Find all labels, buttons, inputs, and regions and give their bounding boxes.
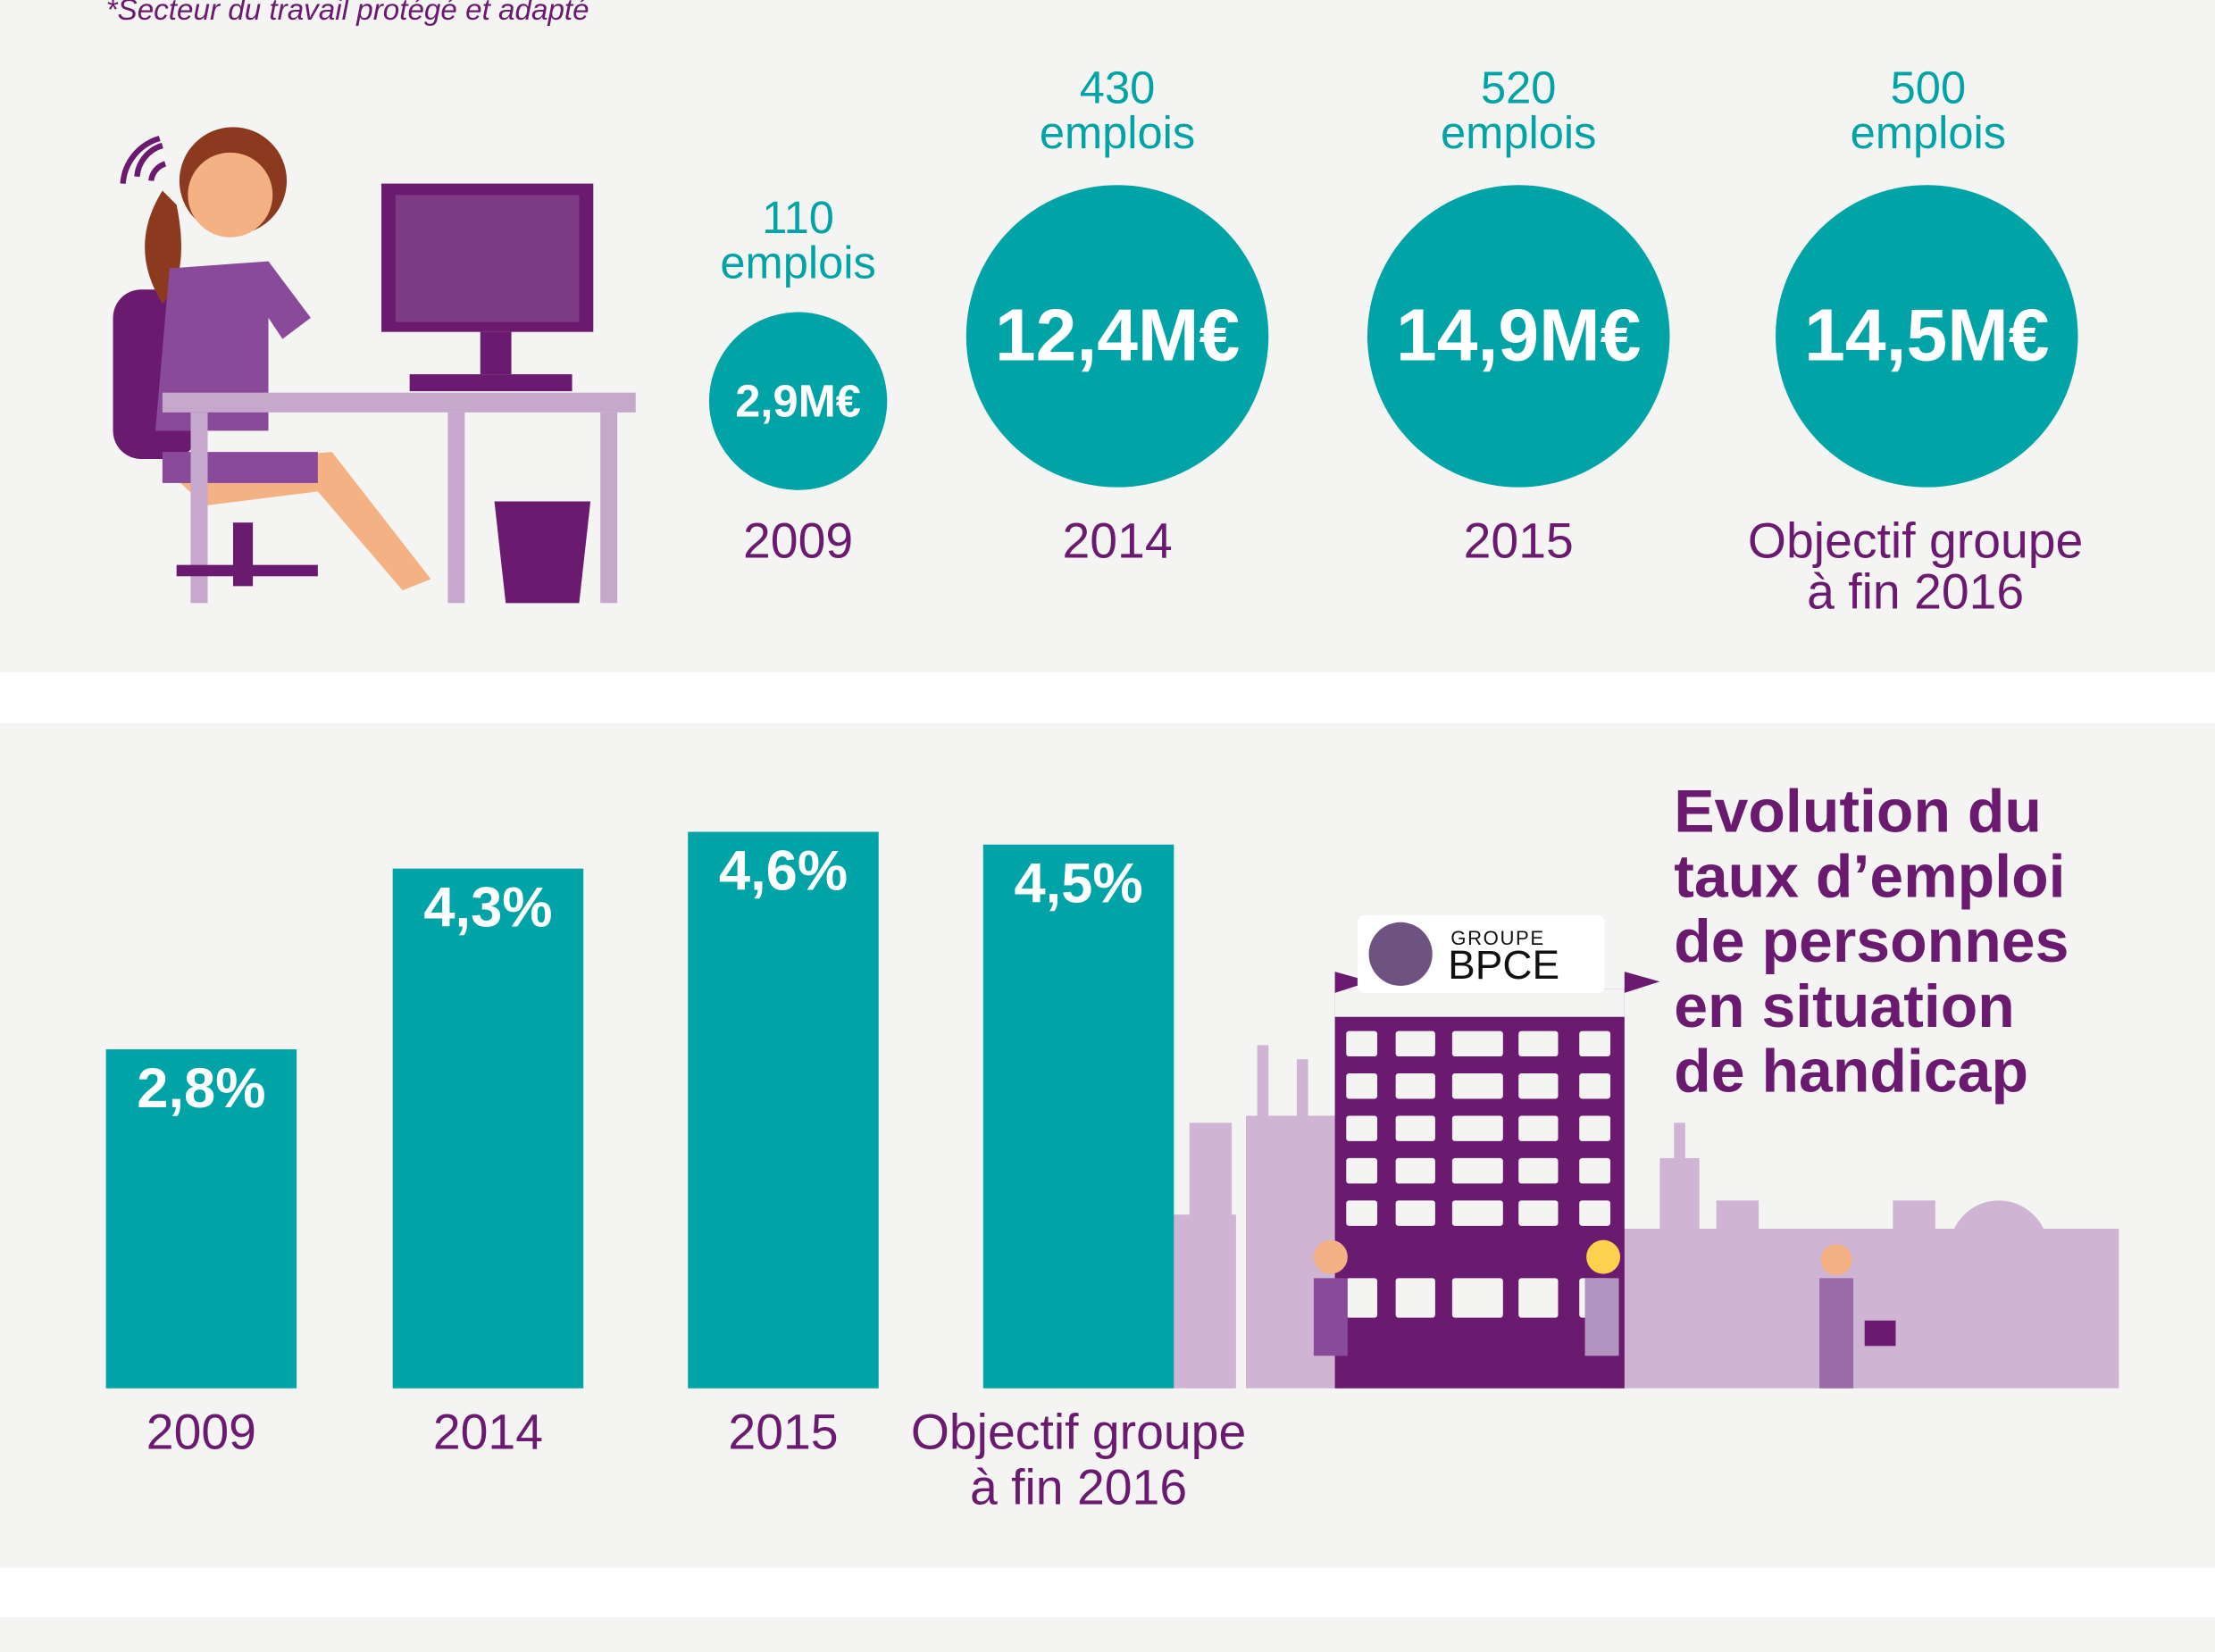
bpce-logo-mark-icon xyxy=(1368,922,1433,986)
bar-1 xyxy=(392,868,584,1389)
year-label: 2009 xyxy=(743,513,854,570)
year-label: 2014 xyxy=(1062,513,1173,570)
title-line: de handicap xyxy=(1674,1038,2029,1106)
year-label: 2015 xyxy=(1463,513,1574,570)
bar-value-label: 4,3% xyxy=(423,876,553,939)
year-label-line2: à fin 2016 xyxy=(1807,564,2025,621)
footnote: *Secteur du travail protégé et adapté xyxy=(105,0,589,28)
jobs-unit: emplois xyxy=(1850,107,2007,159)
bar-value-label: 2,8% xyxy=(137,1057,266,1121)
jobs-count: 110 xyxy=(762,192,834,244)
jobs-count: 520 xyxy=(1480,62,1557,113)
jobs-unit: emplois xyxy=(1441,107,1597,159)
jobs-count: 430 xyxy=(1079,62,1156,113)
x-tick-label: 2015 xyxy=(728,1405,839,1461)
bpce-building xyxy=(1334,972,1660,1389)
x-tick-label: 2009 xyxy=(146,1405,256,1461)
jobs-unit: emplois xyxy=(720,237,876,288)
bar-3 xyxy=(982,844,1174,1389)
jobs-unit: emplois xyxy=(1039,107,1196,159)
title-line: taux d’emploi xyxy=(1674,843,2066,912)
bar-2 xyxy=(688,831,879,1389)
title-line: en situation xyxy=(1674,972,2015,1041)
logo-line2: BPCE xyxy=(1448,943,1560,989)
groupe-bpce-logo: GROUPE BPCE xyxy=(1357,914,1605,993)
logo-line1: GROUPE xyxy=(1450,926,1545,949)
next-panel xyxy=(0,1616,2215,1652)
amount-circle: 2,9M€ xyxy=(708,312,888,490)
bar-value-label: 4,5% xyxy=(1014,852,1143,915)
bar-0 xyxy=(105,1049,297,1389)
title-line: Evolution du xyxy=(1674,778,2042,847)
chart-title: Evolution du taux d’emploi de personnes … xyxy=(1674,780,2211,1105)
amount-circle: 14,5M€ xyxy=(1776,185,2078,488)
people-figures xyxy=(1313,1239,1896,1389)
amount-circle: 14,9M€ xyxy=(1367,185,1670,488)
jobs-count: 500 xyxy=(1890,62,1967,113)
x-tick-label: à fin 2016 xyxy=(969,1460,1188,1516)
amount-circle: 12,4M€ xyxy=(965,185,1269,488)
title-line: de personnes xyxy=(1674,907,2069,976)
bar-value-label: 4,6% xyxy=(718,840,848,903)
x-tick-label: Objectif groupe xyxy=(910,1405,1247,1461)
wifi-icon xyxy=(120,135,167,184)
woman-at-computer-illustration xyxy=(113,127,636,604)
x-tick-label: 2014 xyxy=(432,1405,544,1461)
year-label: Objectif groupe xyxy=(1747,513,2084,570)
city-skyline-illustration xyxy=(1172,972,2119,1389)
